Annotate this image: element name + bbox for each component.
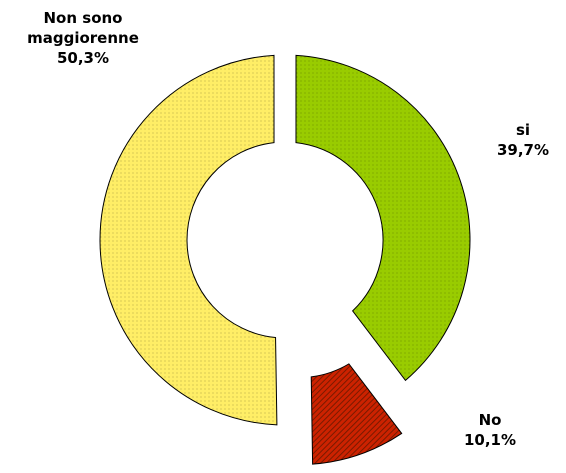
slice-label-no: No 10,1% (463, 411, 517, 449)
slice-non-sono-maggiorenne (99, 54, 278, 426)
slice-label-si: si 39,7% (496, 121, 550, 159)
slice-no (310, 363, 403, 465)
slice-label-non-sono-maggiorenne: Non sono maggiorenne 50,3% (27, 9, 139, 67)
slice-si (295, 54, 471, 382)
